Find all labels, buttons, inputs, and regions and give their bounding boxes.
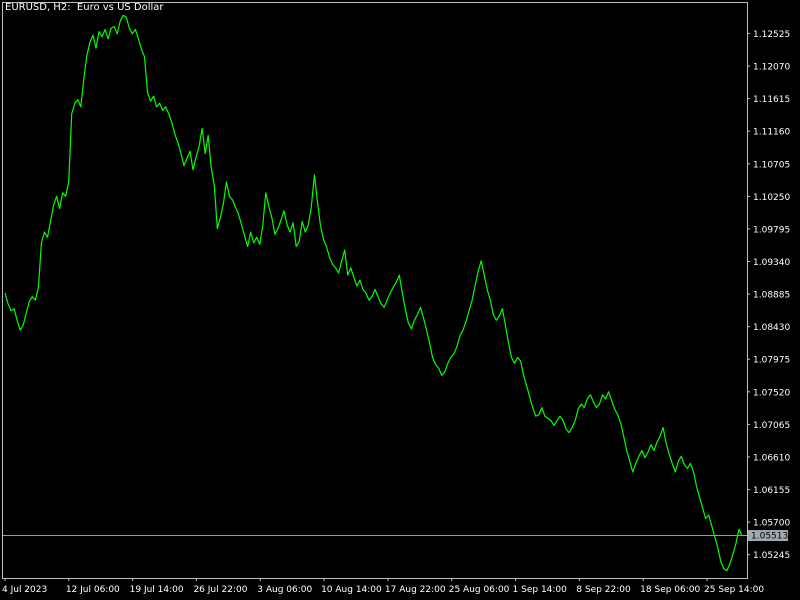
time-tick-label: 10 Aug 14:00	[321, 585, 382, 595]
current-price-label: 1.05513	[751, 532, 788, 542]
price-tick-label: 1.08885	[753, 291, 790, 301]
time-tick-label: 8 Sep 22:00	[576, 585, 631, 595]
time-tick-label: 12 Jul 06:00	[66, 585, 120, 595]
price-axis[interactable]: 1.12525 1.12070 1.11615 1.11160 1.10705 1.102…	[747, 30, 790, 561]
price-tick-label: 1.10705	[753, 160, 790, 170]
time-tick-label: 4 Jul 2023	[2, 585, 47, 595]
price-series-line	[4, 14, 743, 572]
price-tick-label: 1.07975	[753, 356, 790, 366]
price-tick-label: 1.05700	[753, 519, 790, 529]
price-tick-label: 1.11160	[753, 128, 790, 138]
price-tick-label: 1.07520	[753, 388, 790, 398]
price-tick-label: 1.06155	[753, 486, 790, 496]
time-tick-label: 18 Sep 06:00	[640, 585, 700, 595]
price-tick-label: 1.06610	[753, 453, 790, 463]
price-tick-label: 1.11615	[753, 95, 790, 105]
price-tick-label: 1.08430	[753, 323, 790, 333]
time-tick-label: 25 Aug 06:00	[449, 585, 510, 595]
price-tick-label: 1.07065	[753, 421, 790, 431]
time-tick-label: 3 Aug 06:00	[257, 585, 312, 595]
price-tick-label: 1.09795	[753, 225, 790, 235]
price-tick-label: 1.05245	[753, 551, 790, 561]
plot-area-frame	[2, 2, 748, 579]
time-tick-label: 17 Aug 22:00	[385, 585, 446, 595]
time-tick-label: 25 Sep 14:00	[704, 585, 764, 595]
current-price-tag	[748, 530, 788, 542]
time-tick-label: 19 Jul 14:00	[130, 585, 184, 595]
price-tick-label: 1.10250	[753, 193, 790, 203]
time-axis[interactable]: 4 Jul 2023 12 Jul 06:00 19 Jul 14:00 26 Jul…	[2, 578, 764, 595]
price-tick-label: 1.09340	[753, 258, 790, 268]
time-tick-label: 1 Sep 14:00	[513, 585, 568, 595]
chart-symbol-label: EURUSD, H2: Euro vs US Dollar	[5, 2, 164, 13]
price-tick-label: 1.12525	[753, 30, 790, 40]
price-tick-label: 1.12070	[753, 63, 790, 73]
time-tick-label: 26 Jul 22:00	[193, 585, 247, 595]
